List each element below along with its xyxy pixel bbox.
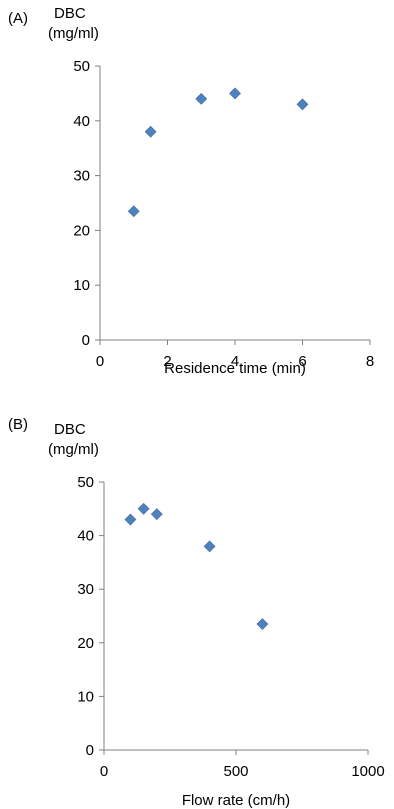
y-tick-label: 30 [73, 168, 90, 185]
data-point [296, 98, 309, 111]
x-tick-label: 0 [100, 763, 108, 780]
panel-label: (B) [8, 416, 28, 433]
data-point [144, 125, 157, 138]
panel-label: (A) [8, 10, 28, 27]
data-point [137, 502, 150, 515]
x-tick-label: 6 [298, 353, 306, 370]
y-tick-label: 10 [73, 277, 90, 294]
data-point [150, 508, 163, 521]
x-tick-label: 0 [96, 353, 104, 370]
y-axis-title-unit: (mg/ml) [48, 441, 99, 458]
x-tick-label: 500 [223, 763, 248, 780]
y-axis-title: DBC [54, 5, 86, 22]
chart-plot-a: 0 10 20 30 40 50 0 2 4 6 8 Residence time (min) [73, 58, 374, 377]
data-point [124, 513, 137, 526]
y-tick-label: 50 [73, 58, 90, 75]
chart-panel-b: (B) DBC (mg/ml) 0 10 20 30 40 50 0 500 1000 Flow … [0, 400, 394, 809]
x-tick-label: 4 [231, 353, 239, 370]
y-tick-label: 0 [82, 332, 90, 349]
y-tick-label: 20 [77, 635, 94, 652]
y-tick-label: 40 [73, 113, 90, 130]
y-axis-title-unit: (mg/ml) [48, 25, 99, 42]
x-axis-title: Residence time (min) [164, 360, 306, 377]
y-tick-label: 30 [77, 581, 94, 598]
x-tick-label: 8 [366, 353, 374, 370]
x-tick-label: 2 [163, 353, 171, 370]
data-point [203, 540, 216, 553]
y-tick-label: 0 [86, 742, 94, 759]
data-point [229, 87, 241, 100]
y-tick-label: 10 [77, 688, 94, 705]
data-point [127, 205, 140, 218]
data-point [256, 618, 269, 630]
y-axis-title: DBC [54, 421, 86, 438]
chart-panel-a: (A) DBC (mg/ml) 0 10 20 30 40 50 0 2 4 6 8 Residenc… [0, 0, 394, 400]
y-tick-label: 50 [77, 474, 94, 491]
data-point [195, 92, 208, 105]
x-tick-label: 1000 [351, 763, 384, 780]
y-tick-label: 40 [77, 528, 94, 545]
y-tick-label: 20 [73, 222, 90, 239]
x-axis-title: Flow rate (cm/h) [182, 792, 290, 809]
